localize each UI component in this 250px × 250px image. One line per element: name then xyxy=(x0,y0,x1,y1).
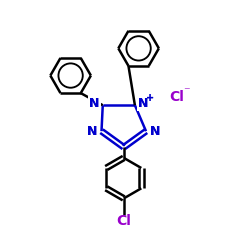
Text: Cl: Cl xyxy=(170,90,184,104)
Text: N: N xyxy=(89,97,99,110)
Text: N: N xyxy=(87,125,97,138)
Text: N: N xyxy=(138,97,149,110)
Text: ⁻: ⁻ xyxy=(183,85,190,98)
Text: +: + xyxy=(146,93,154,103)
Text: N: N xyxy=(150,125,160,138)
Text: Cl: Cl xyxy=(116,214,131,228)
Text: N: N xyxy=(87,125,97,138)
Text: N: N xyxy=(138,97,149,110)
Text: N: N xyxy=(138,97,149,110)
Text: N: N xyxy=(89,97,99,110)
Text: N: N xyxy=(89,97,99,110)
Text: N: N xyxy=(87,125,97,138)
Text: N: N xyxy=(150,125,160,138)
Text: N: N xyxy=(150,125,160,138)
Text: +: + xyxy=(146,93,154,103)
